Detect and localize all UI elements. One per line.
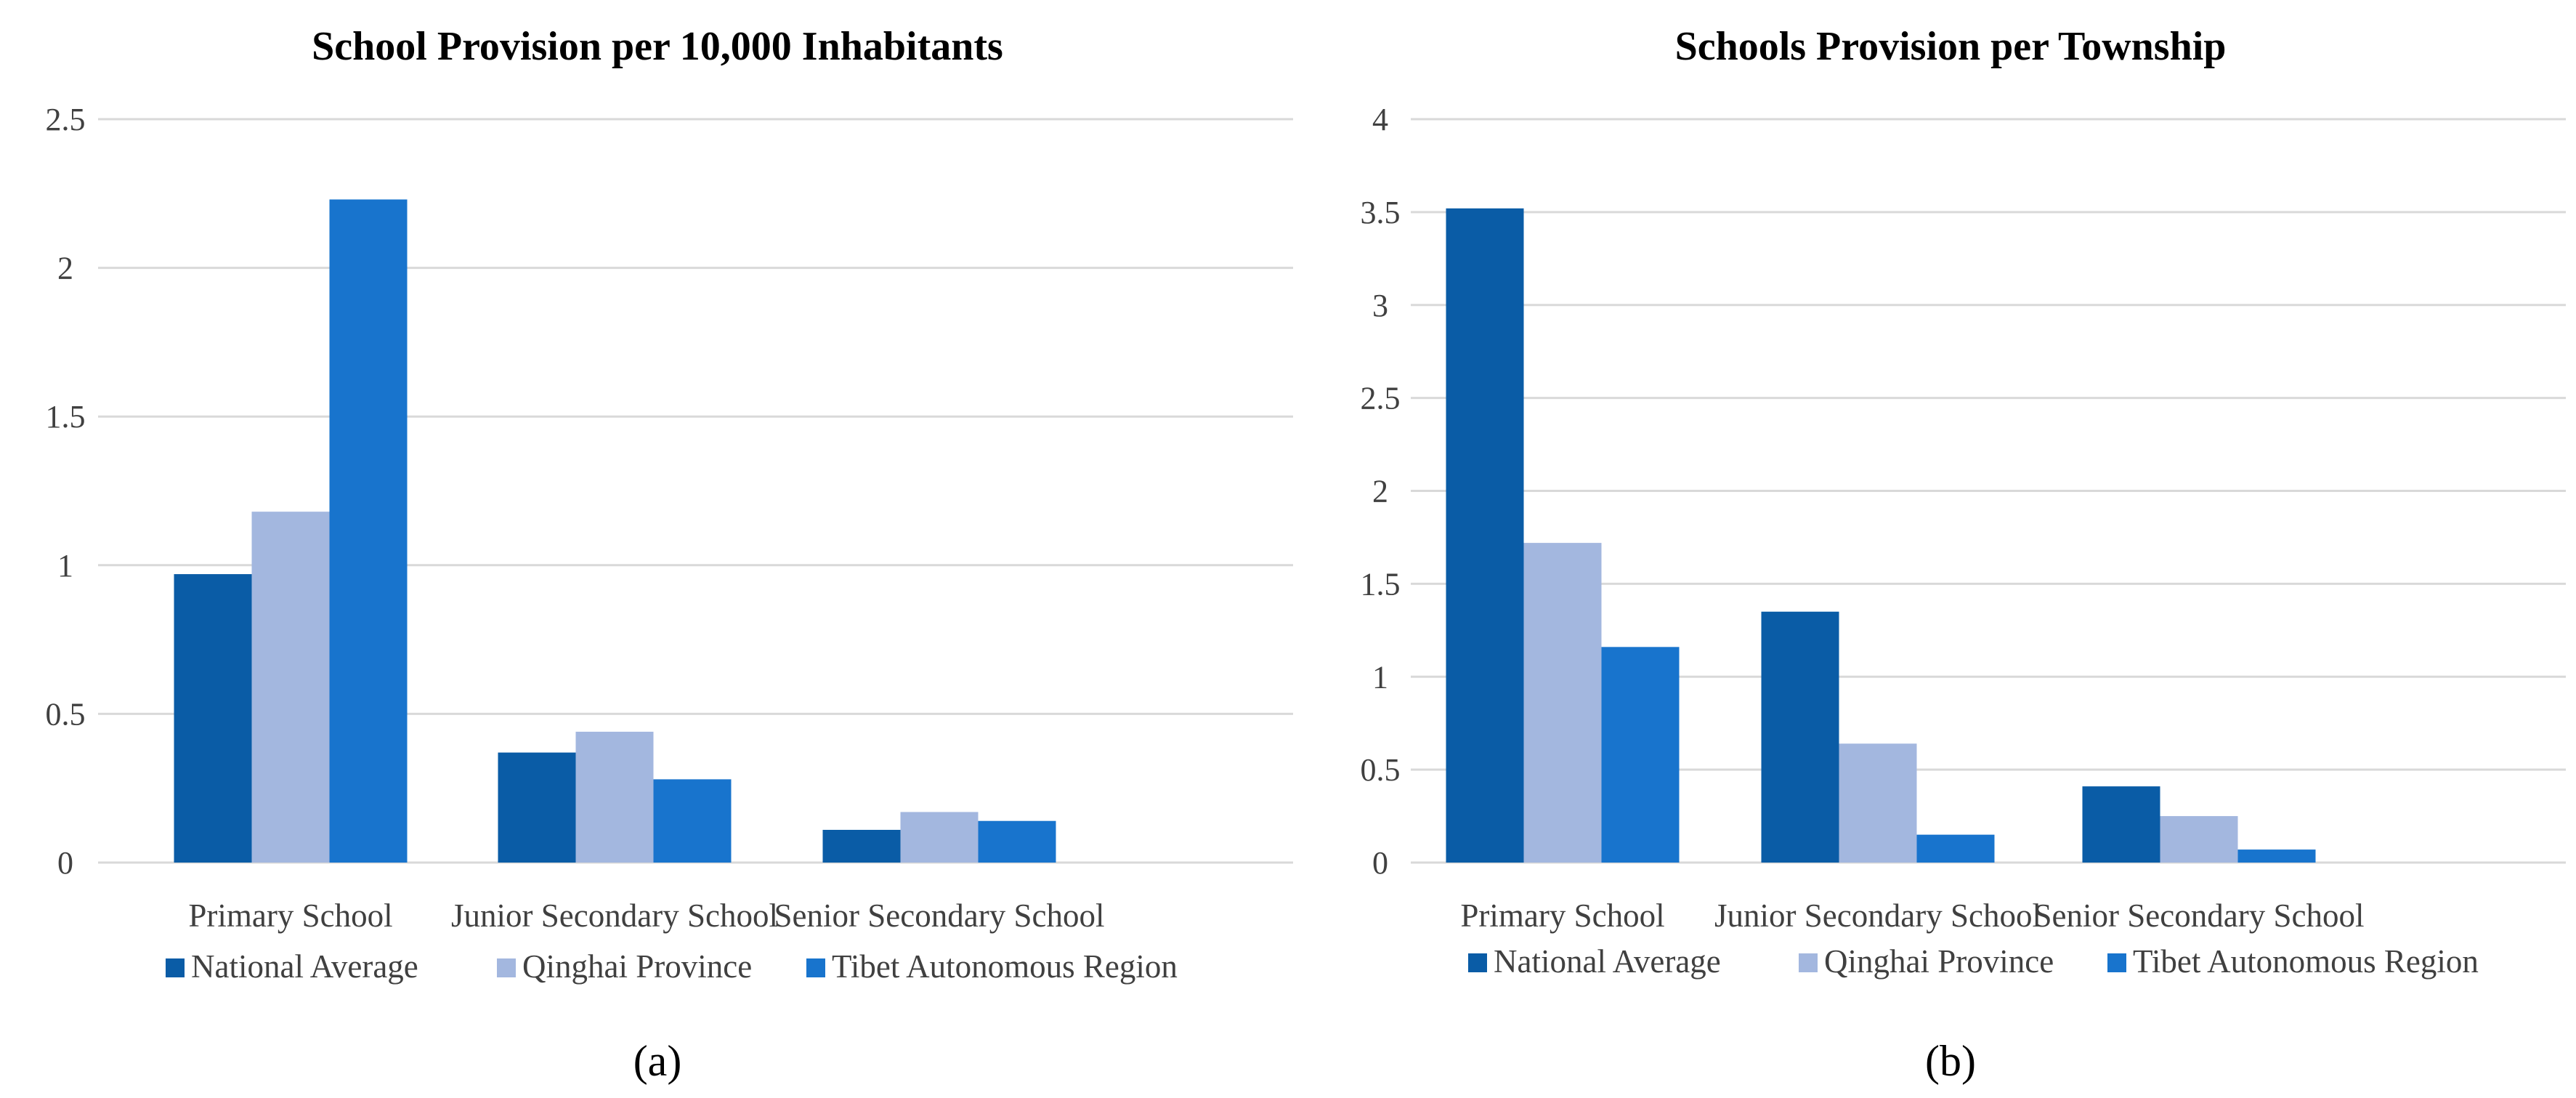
chart-a-y-tick-label: 1.5 <box>46 399 86 435</box>
chart-b-category-label: Junior Secondary School <box>1714 897 2041 934</box>
chart-a-bars <box>174 199 1056 863</box>
chart-b-category-label: Primary School <box>1460 897 1664 934</box>
chart-a-bar <box>822 829 901 863</box>
chart-a-bar <box>978 820 1056 863</box>
chart-b-gridlines <box>1411 118 2566 864</box>
chart-b-x-axis: Primary School Junior Secondary SchoolSen… <box>1460 897 2364 934</box>
chart-a-bar <box>251 512 330 863</box>
chart-b-legend: National Average Qinghai Province Tibet Au… <box>1468 943 2479 980</box>
chart-a-y-tick-label: 2.5 <box>46 102 86 137</box>
chart-a-bar <box>575 731 654 863</box>
chart-b-legend-swatch <box>2107 953 2126 972</box>
chart-b-y-tick-label: 0 <box>1372 845 1388 881</box>
chart-a-bar <box>498 752 576 863</box>
chart-a: School Provision per 10,000 Inhabitants … <box>46 24 1293 1085</box>
chart-a-legend: National Average Qinghai Province Tibet Au… <box>166 948 1178 985</box>
chart-b-bar <box>2082 786 2160 863</box>
chart-b-bar <box>1761 611 1839 863</box>
chart-a-legend-swatch <box>166 958 185 977</box>
chart-b-bars <box>1446 208 2316 863</box>
chart-a-panel-label: (a) <box>633 1037 682 1085</box>
chart-a-y-tick-label: 1 <box>57 548 73 584</box>
chart-b-bar <box>1601 647 1680 863</box>
chart-a-legend-label: Qinghai Province <box>522 948 752 985</box>
chart-a-bar <box>900 812 979 863</box>
chart-b-legend-label: Tibet Autonomous Region <box>2133 943 2479 980</box>
chart-a-x-axis: Primary School Junior Secondary SchoolSen… <box>188 897 1104 934</box>
chart-b-bar <box>2237 849 2316 863</box>
chart-a-y-tick-label: 0 <box>57 845 73 881</box>
chart-a-category-label: Primary School <box>188 897 392 934</box>
chart-b-panel-label: (b) <box>1925 1037 1976 1085</box>
chart-a-y-axis: 0 0.5 1 1.5 2 2.5 <box>46 102 86 881</box>
chart-b-y-tick-label: 2.5 <box>1361 381 1401 416</box>
chart-b-bar <box>1446 208 1524 863</box>
chart-b-y-tick-label: 3 <box>1372 288 1388 323</box>
chart-b: Schools Provision per Township 0 0.5 1 1.5 2… <box>1361 24 2566 1085</box>
chart-b-category-label: Senior Secondary School <box>2034 897 2365 934</box>
chart-b-legend-swatch <box>1799 953 1818 972</box>
chart-b-bar <box>1523 543 1602 863</box>
chart-a-legend-swatch <box>497 958 516 977</box>
chart-b-y-tick-label: 1 <box>1372 659 1388 695</box>
chart-a-bar <box>174 574 252 863</box>
chart-a-category-label: Junior Secondary School <box>451 897 778 934</box>
chart-b-title: Schools Provision per Township <box>1675 24 2227 69</box>
chart-a-bar <box>653 779 732 863</box>
chart-b-legend-swatch <box>1468 953 1487 972</box>
chart-a-legend-swatch <box>806 958 825 977</box>
chart-a-legend-label: National Average <box>191 948 418 985</box>
chart-a-legend-label: Tibet Autonomous Region <box>832 948 1178 985</box>
chart-b-bar <box>2160 816 2238 863</box>
chart-a-bar <box>329 199 408 863</box>
chart-a-y-tick-label: 2 <box>57 251 73 286</box>
chart-b-y-tick-label: 2 <box>1372 474 1388 509</box>
chart-a-category-label: Senior Secondary School <box>774 897 1105 934</box>
chart-b-bar <box>1839 743 1917 863</box>
chart-b-y-tick-label: 0.5 <box>1361 752 1401 788</box>
chart-a-y-tick-label: 0.5 <box>46 696 86 732</box>
chart-b-bar <box>1916 834 1995 863</box>
chart-b-y-tick-label: 1.5 <box>1361 566 1401 602</box>
chart-b-legend-label: National Average <box>1494 943 1721 980</box>
chart-a-title: School Provision per 10,000 Inhabitants <box>312 24 1003 69</box>
chart-b-y-tick-label: 4 <box>1372 102 1388 137</box>
chart-b-legend-label: Qinghai Province <box>1824 943 2054 980</box>
chart-b-y-tick-label: 3.5 <box>1361 195 1401 230</box>
chart-b-y-axis: 0 0.5 1 1.5 2 2.5 3 3.5 4 <box>1361 102 1401 881</box>
